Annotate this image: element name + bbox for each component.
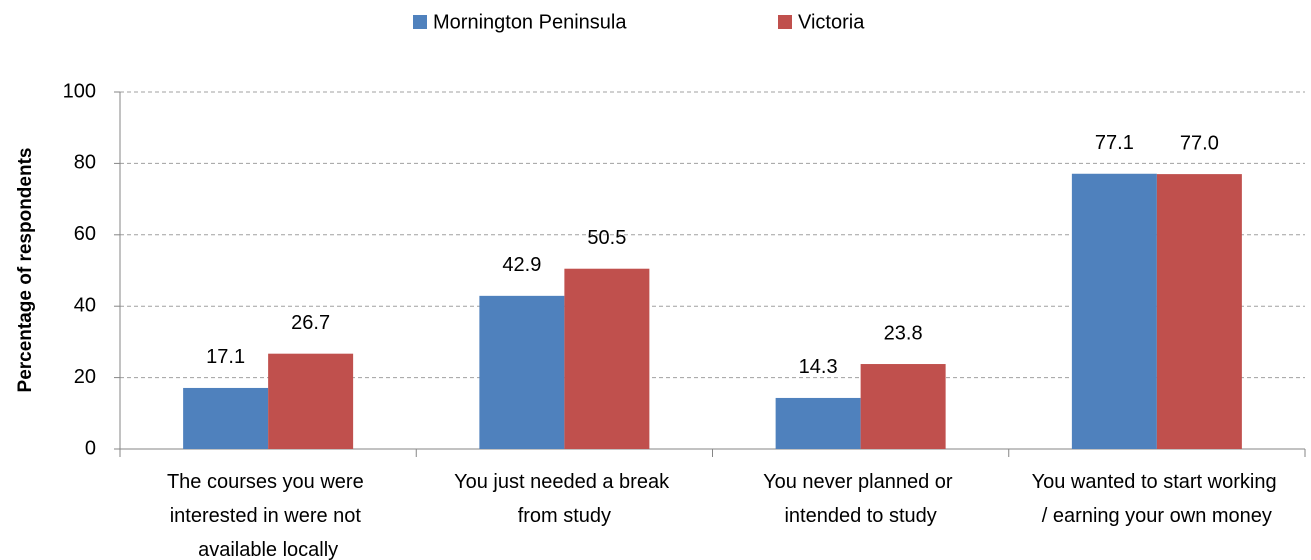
- x-tick-label-line: available locally: [198, 539, 338, 560]
- x-tick-label-line: intended to study: [784, 505, 936, 527]
- data-label: 23.8: [884, 322, 923, 344]
- bar: [1071, 173, 1157, 450]
- data-label: 26.7: [291, 312, 330, 334]
- bar: [1156, 174, 1242, 450]
- x-tick-label: You just needed a break from study: [454, 471, 675, 527]
- x-tick-label-line: / earning your own money: [1042, 505, 1272, 527]
- data-label: 17.1: [206, 346, 245, 368]
- y-tick-label: 100: [63, 80, 96, 102]
- x-tick-label-line: from study: [518, 505, 611, 527]
- legend-swatch: [413, 15, 427, 29]
- x-tick-label-line: interested in were not: [170, 505, 367, 527]
- data-label: 77.1: [1095, 132, 1134, 154]
- data-label: 14.3: [799, 356, 838, 378]
- x-tick-label: You wanted to start working / earning yo…: [1032, 471, 1283, 527]
- y-tick-label: 60: [74, 223, 96, 245]
- x-tick-label: You never planned or intended to study: [763, 471, 958, 527]
- x-tick-label-line: The courses you were: [167, 471, 369, 493]
- data-label: 50.5: [587, 227, 626, 249]
- bar: [268, 353, 354, 449]
- x-tick-label-line: You wanted to start working: [1032, 471, 1283, 493]
- x-tick-label-line: You never planned or: [763, 471, 958, 493]
- x-tick-label-line: You just needed a break: [454, 471, 675, 493]
- legend-label: Mornington Peninsula: [433, 11, 627, 33]
- x-tick-label: The courses you were interested in were …: [167, 471, 369, 560]
- bar: [775, 397, 861, 449]
- y-tick-label: 0: [85, 437, 96, 459]
- legend-label: Victoria: [798, 11, 865, 33]
- legend-swatch: [778, 15, 792, 29]
- data-label: 77.0: [1180, 132, 1219, 154]
- y-tick-label: 80: [74, 152, 96, 174]
- bar: [564, 268, 650, 449]
- y-tick-label: 40: [74, 294, 96, 316]
- y-axis-title: Percentage of respondents: [15, 148, 36, 393]
- data-label: 42.9: [502, 254, 541, 276]
- bar: [183, 387, 269, 449]
- bar: [479, 295, 565, 449]
- bar: [860, 364, 946, 449]
- y-tick-label: 20: [74, 366, 96, 388]
